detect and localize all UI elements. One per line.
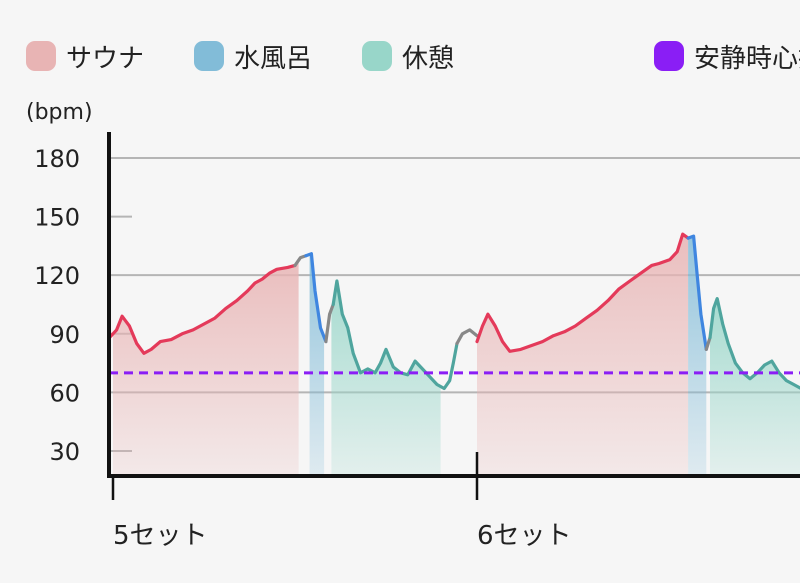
- phase-area-cold: [688, 236, 707, 476]
- legend-item-rest: 休憩: [362, 34, 454, 78]
- legend-label-resting: 安静時心拍: [694, 43, 800, 74]
- series-line-transition: [324, 302, 335, 344]
- phase-area-cold: [309, 253, 325, 476]
- series-lines: [107, 232, 800, 391]
- series-line-transition: [293, 254, 308, 267]
- legend-label-sauna: サウナ: [66, 43, 145, 74]
- legend-item-cold: 水風呂: [194, 34, 312, 78]
- series-line-rest: [331, 279, 459, 391]
- series-line-cold: [686, 234, 708, 351]
- y-tick-label: 30: [49, 438, 80, 466]
- legend-label-cold: 水風呂: [234, 43, 313, 74]
- series-line-sauna: [475, 232, 690, 353]
- legend-item-resting: 安静時心拍: [654, 34, 800, 78]
- series-line-transition: [704, 336, 712, 351]
- phase-areas: [113, 234, 800, 476]
- y-axis-unit-label: (bpm): [26, 100, 93, 125]
- series-line-rest: [708, 297, 800, 390]
- legend-item-sauna: サウナ: [26, 34, 144, 78]
- y-tick-label: 150: [34, 204, 80, 232]
- series-line-cold: [304, 252, 328, 344]
- set-label: 5セット: [113, 521, 208, 551]
- legend-swatch-cold: [194, 41, 224, 71]
- set-label: 6セット: [477, 521, 572, 551]
- series-line-sauna: [107, 263, 297, 355]
- phase-area-rest: [709, 298, 800, 476]
- series-line-transition: [455, 328, 479, 346]
- y-tick-label: 120: [34, 262, 80, 290]
- legend-swatch-rest: [362, 41, 392, 71]
- legend-label-rest: 休憩: [402, 43, 455, 74]
- y-tick-label: 90: [49, 321, 80, 349]
- legend-swatch-sauna: [26, 41, 56, 71]
- legend: サウナ 水風呂 休憩 安静時心拍: [0, 34, 800, 78]
- phase-area-sauna: [113, 260, 299, 476]
- legend-swatch-resting: [654, 41, 684, 71]
- phase-area-rest: [331, 281, 441, 476]
- axes: 30 60 90 120 150 180 5セット 6セット: [34, 132, 800, 551]
- phase-area-sauna: [477, 234, 689, 476]
- y-tick-label: 180: [34, 145, 80, 173]
- y-tick-label: 60: [49, 379, 80, 407]
